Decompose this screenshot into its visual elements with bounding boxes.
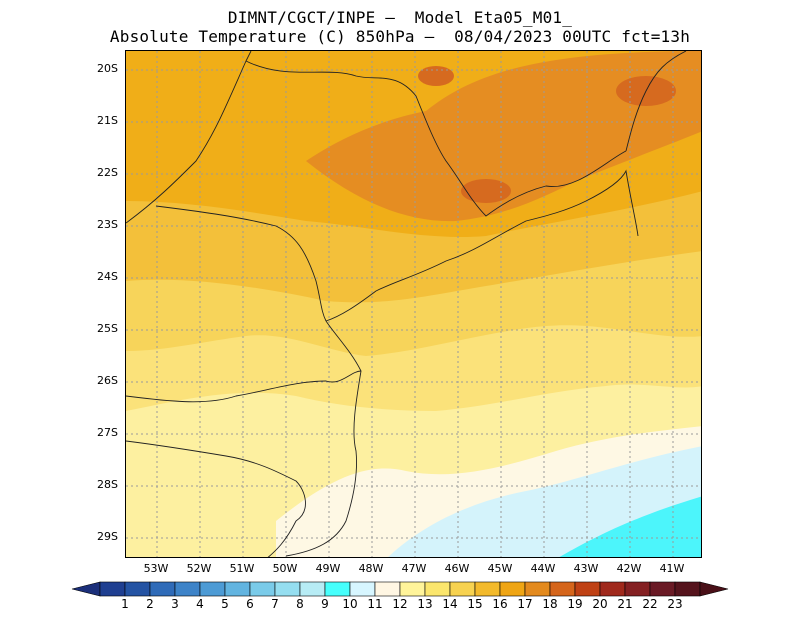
colorbar-swatch bbox=[99, 581, 126, 597]
colorbar-swatch bbox=[124, 581, 151, 597]
colorbar bbox=[71, 581, 729, 597]
colorbar-tick-label: 19 bbox=[567, 597, 583, 611]
colorbar-swatch bbox=[474, 581, 501, 597]
colorbar-tick-label: 9 bbox=[321, 597, 329, 611]
colorbar-swatch bbox=[349, 581, 376, 597]
colorbar-tick-label: 13 bbox=[417, 597, 433, 611]
colorbar-tick-label: 20 bbox=[592, 597, 608, 611]
temperature-map bbox=[125, 50, 702, 558]
colorbar-tick-label: 1 bbox=[121, 597, 129, 611]
colorbar-tick-label: 17 bbox=[517, 597, 533, 611]
colorbar-swatch bbox=[399, 581, 426, 597]
colorbar-swatch bbox=[199, 581, 226, 597]
lon-label: 42W bbox=[616, 562, 642, 575]
lon-label: 44W bbox=[530, 562, 556, 575]
band-18 bbox=[461, 179, 511, 203]
colorbar-tick-label: 3 bbox=[171, 597, 179, 611]
lat-label: 24S bbox=[97, 270, 118, 283]
colorbar-tick-label: 8 bbox=[296, 597, 304, 611]
colorbar-right-cap bbox=[699, 581, 729, 597]
colorbar-swatch bbox=[549, 581, 576, 597]
colorbar-swatch bbox=[149, 581, 176, 597]
colorbar-swatch bbox=[599, 581, 626, 597]
band-17 bbox=[306, 51, 701, 222]
lon-label: 50W bbox=[272, 562, 298, 575]
colorbar-swatch bbox=[649, 581, 676, 597]
lat-label: 25S bbox=[97, 322, 118, 335]
lon-label: 48W bbox=[358, 562, 384, 575]
colorbar-tick-label: 21 bbox=[617, 597, 633, 611]
borders bbox=[126, 51, 687, 557]
colorbar-tick-label: 23 bbox=[667, 597, 683, 611]
lon-label: 52W bbox=[186, 562, 212, 575]
colorbar-swatch bbox=[449, 581, 476, 597]
lat-label: 23S bbox=[97, 218, 118, 231]
lat-label: 28S bbox=[97, 478, 118, 491]
colorbar-swatch bbox=[299, 581, 326, 597]
lon-label: 51W bbox=[229, 562, 255, 575]
band-18-c bbox=[418, 66, 454, 86]
colorbar-swatch bbox=[624, 581, 651, 597]
colorbar-tick-label: 7 bbox=[271, 597, 279, 611]
colorbar-swatch bbox=[374, 581, 401, 597]
lon-label: 46W bbox=[444, 562, 470, 575]
lon-label: 41W bbox=[659, 562, 685, 575]
lat-label: 27S bbox=[97, 426, 118, 439]
lat-label: 22S bbox=[97, 166, 118, 179]
lat-label: 26S bbox=[97, 374, 118, 387]
colorbar-tick-label: 6 bbox=[246, 597, 254, 611]
lat-label: 20S bbox=[97, 62, 118, 75]
colorbar-tick-label: 15 bbox=[467, 597, 483, 611]
colorbar-tick-label: 14 bbox=[442, 597, 458, 611]
lat-label: 29S bbox=[97, 530, 118, 543]
lon-label: 45W bbox=[487, 562, 513, 575]
chart-title-line-2: Absolute Temperature (C) 850hPa – 08/04/… bbox=[109, 27, 691, 46]
colorbar-tick-label: 2 bbox=[146, 597, 154, 611]
colorbar-swatch bbox=[499, 581, 526, 597]
colorbar-tick-label: 11 bbox=[367, 597, 383, 611]
lon-label: 43W bbox=[573, 562, 599, 575]
colorbar-swatch bbox=[324, 581, 351, 597]
graticule bbox=[126, 51, 701, 557]
colorbar-tick-label: 5 bbox=[221, 597, 229, 611]
colorbar-swatch bbox=[524, 581, 551, 597]
colorbar-swatch bbox=[174, 581, 201, 597]
lon-label: 47W bbox=[401, 562, 427, 575]
colorbar-tick-label: 16 bbox=[492, 597, 508, 611]
colorbar-swatch bbox=[674, 581, 701, 597]
colorbar-left-cap bbox=[71, 581, 101, 597]
lat-label: 21S bbox=[97, 114, 118, 127]
colorbar-swatch bbox=[574, 581, 601, 597]
colorbar-tick-label: 10 bbox=[342, 597, 358, 611]
colorbar-tick-label: 22 bbox=[642, 597, 658, 611]
colorbar-swatch bbox=[224, 581, 251, 597]
temperature-field bbox=[126, 51, 701, 557]
lon-label: 49W bbox=[315, 562, 341, 575]
colorbar-swatch bbox=[249, 581, 276, 597]
lon-label: 53W bbox=[143, 562, 169, 575]
colorbar-swatch bbox=[424, 581, 451, 597]
colorbar-tick-label: 12 bbox=[392, 597, 408, 611]
chart-title-line-1: DIMNT/CGCT/INPE – Model Eta05_M01_ bbox=[227, 8, 573, 27]
colorbar-swatch bbox=[274, 581, 301, 597]
colorbar-tick-label: 4 bbox=[196, 597, 204, 611]
colorbar-tick-label: 18 bbox=[542, 597, 558, 611]
